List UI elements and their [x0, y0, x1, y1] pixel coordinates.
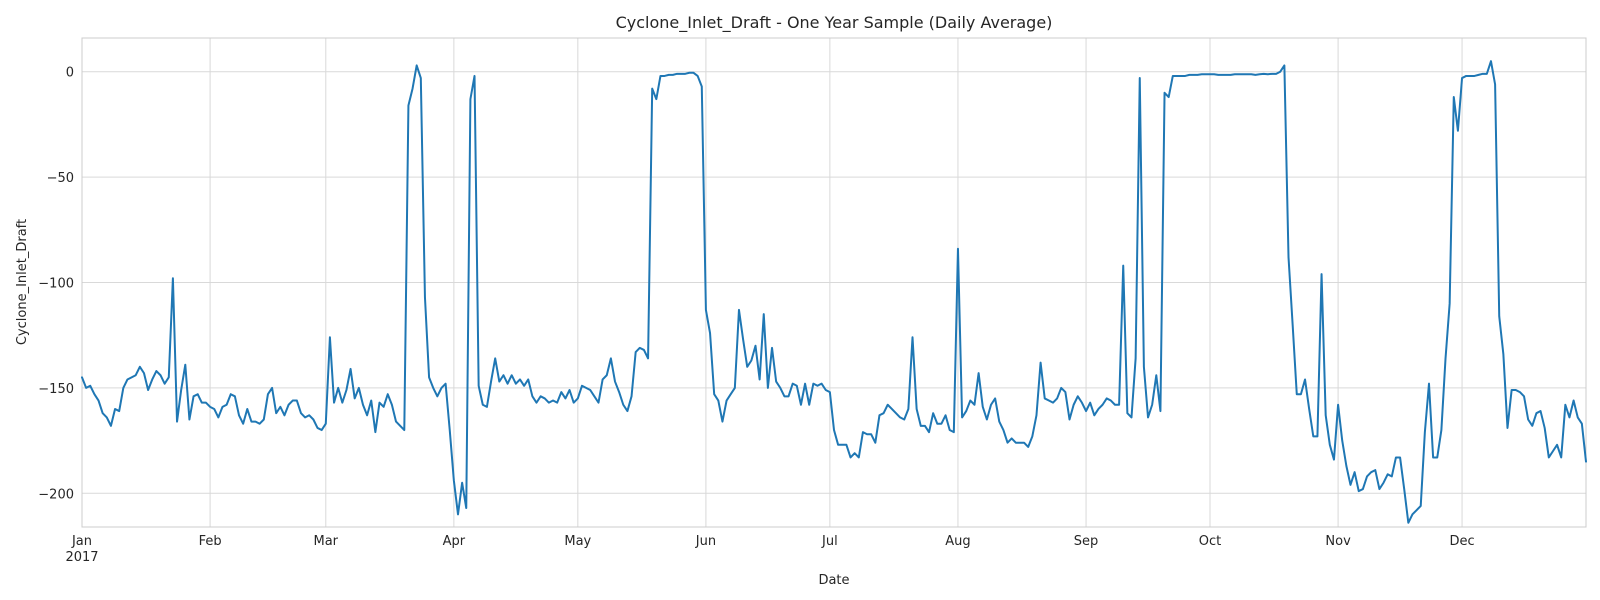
- x-tick-label: Feb: [199, 534, 222, 549]
- x-tick-label: May: [564, 534, 591, 549]
- x-tick-label: Mar: [314, 534, 339, 549]
- x-tick-label: Dec: [1449, 534, 1474, 549]
- y-tick-label: −100: [38, 277, 74, 292]
- x-tick-label: Oct: [1199, 534, 1221, 549]
- x-tick-year-label: 2017: [65, 550, 98, 565]
- y-tick-label: 0: [66, 66, 74, 81]
- x-tick-label: Jul: [821, 534, 838, 549]
- y-axis: 0 −50 −100 −150 −200: [38, 66, 74, 503]
- chart-title: Cyclone_Inlet_Draft - One Year Sample (D…: [616, 13, 1053, 33]
- x-tick-label: Jun: [695, 534, 716, 549]
- y-tick-label: −50: [47, 171, 74, 186]
- y-tick-label: −200: [38, 487, 74, 502]
- x-axis-title: Date: [818, 573, 849, 588]
- gridlines: [81, 38, 1586, 527]
- x-tick-label: Jan: [71, 534, 92, 549]
- y-axis-title: Cyclone_Inlet_Draft: [15, 219, 30, 345]
- x-tick-label: Aug: [945, 534, 970, 549]
- plot-frame: [81, 37, 1587, 528]
- series-line-cyclone-inlet-draft: [81, 60, 1587, 524]
- y-tick-label: −150: [38, 382, 74, 397]
- x-tick-label: Apr: [443, 534, 466, 549]
- x-tick-label: Nov: [1325, 534, 1351, 549]
- x-tick-label: Sep: [1074, 534, 1099, 549]
